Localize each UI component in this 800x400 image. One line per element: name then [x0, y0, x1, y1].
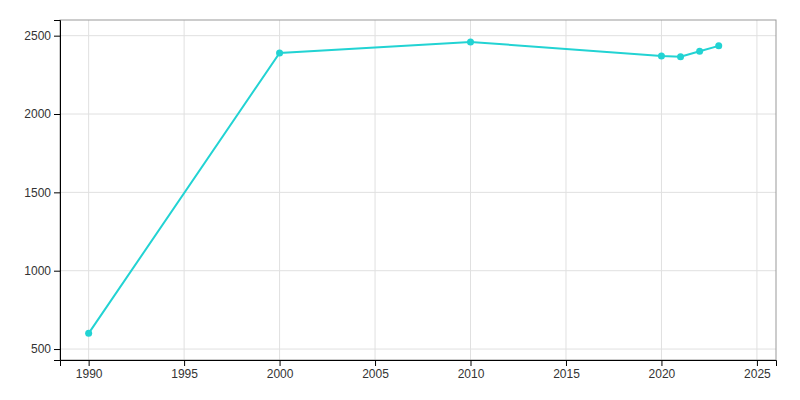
x-tick-mark	[89, 360, 90, 366]
x-axis: 1990 1995 2000 2005 2010 2015 2020 2025	[61, 360, 777, 381]
x-tick-mark	[375, 360, 376, 366]
y-grid-line	[60, 35, 776, 36]
y-grid-line	[60, 349, 776, 350]
x-tick: 2010	[458, 360, 485, 381]
x-grid-line	[661, 20, 662, 360]
y-tick-mark	[54, 349, 60, 350]
point	[85, 330, 92, 337]
x-grid-line	[88, 20, 89, 360]
y-tick: 1500	[24, 186, 60, 200]
y-grid-line	[60, 192, 776, 193]
x-tick-label: 1995	[171, 367, 198, 381]
point	[276, 49, 283, 56]
x-tick: 2020	[649, 360, 676, 381]
x-tick-mark	[566, 360, 567, 366]
point	[677, 53, 684, 60]
line	[89, 42, 719, 333]
x-tick-mark	[184, 360, 185, 366]
marks	[85, 38, 722, 336]
x-tick-label: 1990	[76, 367, 103, 381]
x-tick-mark	[471, 360, 472, 366]
grid	[60, 20, 776, 360]
x-tick: 2000	[267, 360, 294, 381]
x-tick-mark	[757, 360, 758, 366]
x-tick: 1995	[171, 360, 198, 381]
x-axis-line	[61, 361, 777, 367]
x-tick: 2025	[744, 360, 771, 381]
x-tick-label: 2005	[362, 367, 389, 381]
x-grid-line	[375, 20, 376, 360]
x-grid-line	[565, 20, 566, 360]
x-tick-mark	[661, 360, 662, 366]
chart: 1990 1995 2000 2005 2010 2015 2020 2025 500 1000 1…	[0, 0, 800, 400]
x-grid-line	[184, 20, 185, 360]
y-tick-label: 1500	[24, 186, 51, 200]
x-tick-label: 2000	[267, 367, 294, 381]
point	[696, 48, 703, 55]
y-tick-mark	[54, 114, 60, 115]
y-grid-line	[60, 114, 776, 115]
y-axis: 500 1000 1500 2000 2500	[24, 21, 60, 361]
x-tick-label: 2010	[458, 367, 485, 381]
x-tick-label: 2020	[649, 367, 676, 381]
y-axis-line	[54, 21, 61, 361]
x-grid-line	[756, 20, 757, 360]
y-tick: 2500	[24, 29, 60, 43]
y-tick-mark	[54, 192, 60, 193]
y-tick-label: 1000	[24, 264, 51, 278]
x-tick: 1990	[76, 360, 103, 381]
y-tick-mark	[54, 271, 60, 272]
y-tick: 2000	[24, 107, 60, 121]
plot-frame	[60, 20, 776, 360]
y-tick-label: 2500	[24, 29, 51, 43]
x-tick-label: 2015	[553, 367, 580, 381]
y-tick-label: 2000	[24, 107, 51, 121]
point	[467, 38, 474, 45]
plot: 1990 1995 2000 2005 2010 2015 2020 2025 500 1000 1…	[24, 20, 776, 381]
point	[715, 42, 722, 49]
x-tick-mark	[280, 360, 281, 366]
y-tick-mark	[54, 36, 60, 37]
y-tick-label: 500	[31, 342, 51, 356]
y-tick: 500	[31, 342, 60, 356]
x-grid-line	[279, 20, 280, 360]
x-grid-line	[470, 20, 471, 360]
y-grid-line	[60, 270, 776, 271]
x-tick-label: 2025	[744, 367, 771, 381]
x-tick: 2015	[553, 360, 580, 381]
x-tick: 2005	[362, 360, 389, 381]
y-tick: 1000	[24, 264, 60, 278]
point	[658, 53, 665, 60]
